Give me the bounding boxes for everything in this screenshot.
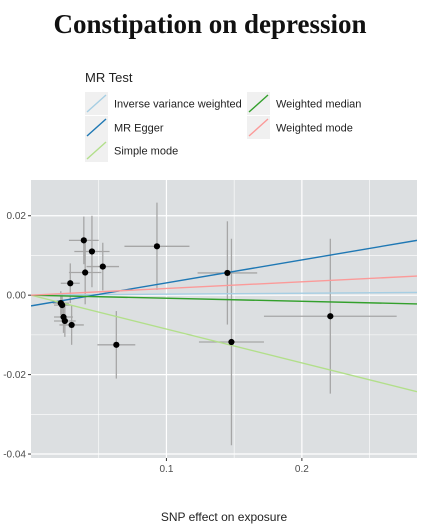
data-point [59,302,66,309]
legend-label-inverse-variance-weighted: Inverse variance weighted [114,99,242,111]
legend-label-mr-egger: MR Egger [114,123,164,135]
legend-line-mr-egger [86,118,107,137]
y-tick-label: -0.04 [3,450,26,461]
line-simple-mode [31,294,417,393]
data-point [113,341,120,348]
data-point [61,317,68,325]
legend-line-weighted-median [248,94,269,113]
legend-label-weighted-mode: Weighted mode [276,123,353,135]
data-point [99,263,106,270]
data-point [153,243,161,250]
mr-lines [31,239,417,393]
x-axis: 0.1 0.2 [159,458,309,475]
data-point [88,248,96,255]
y-axis: 0.02 0.00 -0.02 -0.04 [3,211,31,461]
plot-panel [31,180,417,458]
legend-line-inverse-variance-weighted [86,94,107,113]
legend-label-weighted-median: Weighted median [276,99,361,111]
data-point [224,269,231,277]
y-tick-label: 0.02 [7,211,27,222]
legend: MR Test Inverse variance weighted MR Egge… [85,70,361,162]
data-point [228,338,235,346]
data-point [67,280,74,287]
legend-line-simple-mode [86,141,107,160]
data-point [327,313,334,320]
line-mr-egger [31,239,417,307]
legend-label-simple-mode: Simple mode [114,146,178,158]
y-tick-label: 0.00 [7,291,27,302]
line-weighted-median [31,294,417,305]
grid [31,180,417,458]
x-axis-label: SNP effect on exposure [161,510,288,524]
chart-title: Constipation on depression [53,9,366,39]
legend-title: MR Test [85,70,133,85]
x-tick-label: 0.1 [159,464,173,475]
line-weighted-mode [31,275,417,296]
data-point [82,269,89,276]
x-tick-label: 0.2 [295,464,309,475]
data-point [68,321,75,329]
legend-line-weighted-mode [248,118,269,137]
y-tick-label: -0.02 [3,370,26,381]
data-point [80,237,87,244]
data-points [57,237,334,348]
